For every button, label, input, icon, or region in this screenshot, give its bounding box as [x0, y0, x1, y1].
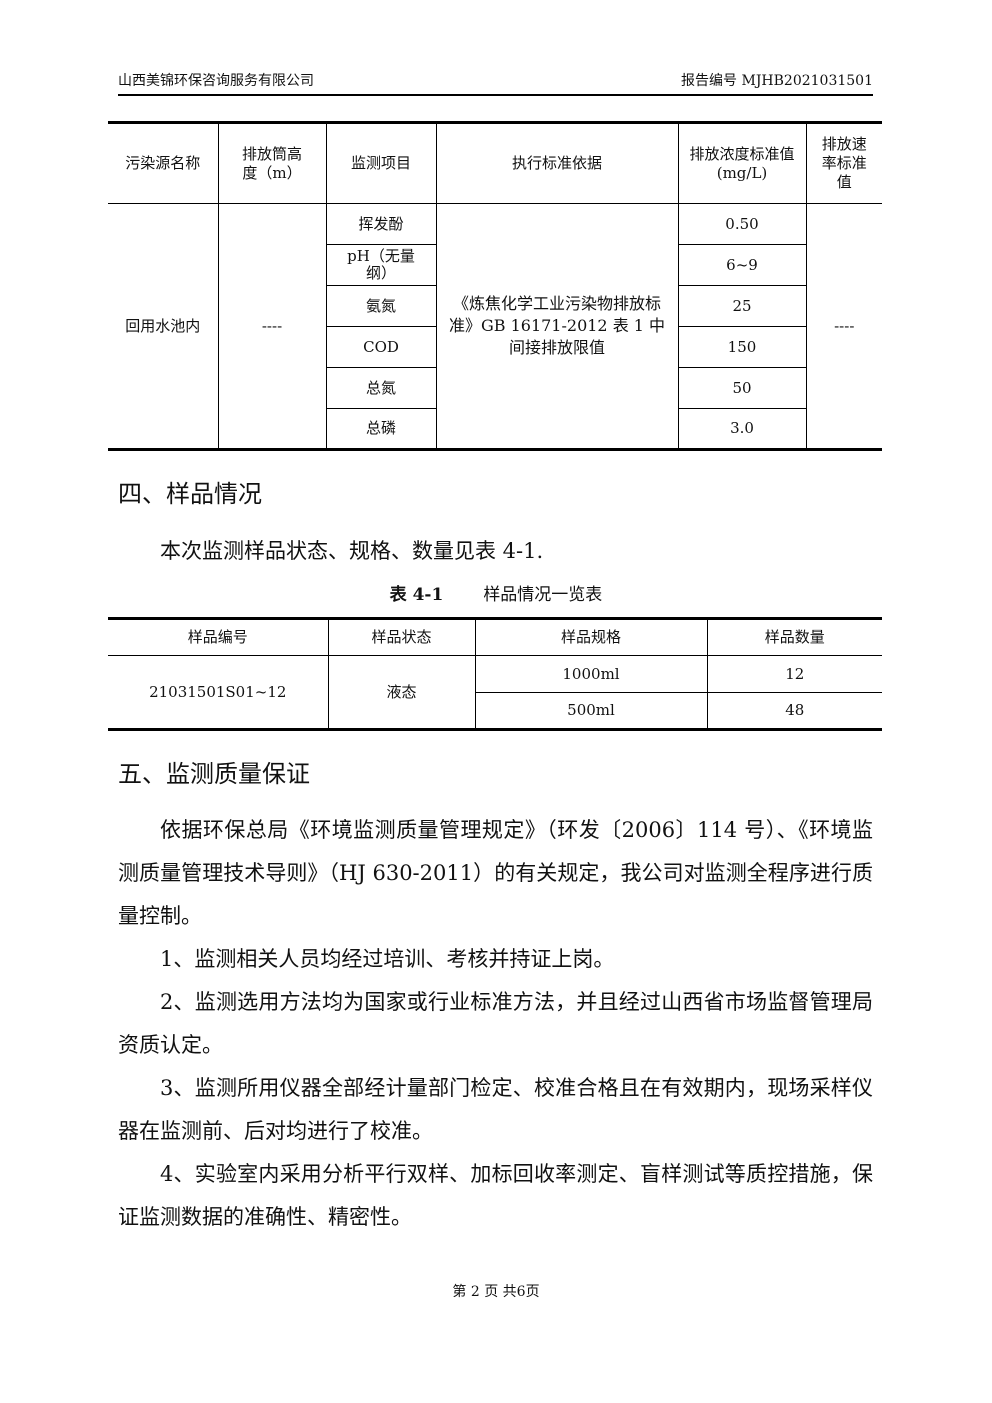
header-cell: 样品状态: [327, 618, 476, 656]
section-5-title: 五、监测质量保证: [118, 760, 310, 788]
item-cell: 总氮: [326, 367, 437, 409]
item-cell: 总磷: [326, 408, 437, 450]
value-cell: 6~9: [677, 244, 806, 286]
value-cell: 50: [677, 367, 806, 409]
value-cell: 25: [677, 285, 806, 327]
section-4-text: 本次监测样品状态、规格、数量见表 4-1.: [160, 539, 544, 563]
item-cell: 挥发酚: [325, 203, 437, 245]
value-cell: 150: [677, 326, 806, 368]
header-cell: 样品规格: [474, 618, 708, 656]
rate-cell: ----: [805, 203, 882, 450]
paragraph: 依据环保总局《环境监测质量管理规定》（环发〔2006〕114 号）、《环境监测质…: [118, 818, 873, 928]
report-number: 报告编号 MJHB2021031501: [681, 73, 873, 89]
table-caption: 表 4-1 样品情况一览表: [389, 585, 603, 605]
table-row: 21031501S01~12 液态 1000ml 12: [108, 655, 882, 730]
header-cell: 排放筒高度（m）: [217, 122, 327, 204]
table-row: 总氮 50: [108, 367, 882, 409]
paragraph: 4、实验室内采用分析平行双样、加标回收率测定、盲样测试等质控措施，保证监测数据的…: [118, 1162, 873, 1229]
table-row: 总磷 3.0: [108, 408, 882, 450]
count-cell: 12: [706, 655, 882, 693]
standard-cell: 《炼焦化学工业污染物排放标准》GB 16171-2012 表 1 中间接排放限值: [435, 203, 679, 450]
header-cell: 样品编号: [108, 618, 329, 656]
count-cell: 48: [706, 692, 882, 730]
header-cell: 执行标准依据: [435, 122, 679, 204]
height-cell: ----: [217, 203, 327, 450]
page-footer: 第 2 页 共6页: [452, 1284, 540, 1300]
value-cell: 3.0: [677, 408, 806, 450]
header-cell: 监测项目: [325, 122, 437, 204]
header-cell: 排放浓度标准值(mg/L): [677, 122, 807, 204]
value-cell: 0.50: [677, 203, 807, 245]
header-cell: 排放速率标准值: [805, 122, 882, 204]
paragraph: 3、监测所用仪器全部经计量部门检定、校准合格且在有效期内，现场采样仪器在监测前、…: [118, 1076, 873, 1143]
header-cell: 样品数量: [706, 618, 882, 656]
header-rule: [118, 94, 873, 96]
paragraph: 2、监测选用方法均为国家或行业标准方法，并且经过山西省市场监督管理局资质认定。: [118, 990, 873, 1057]
item-cell: COD: [326, 326, 437, 368]
company-name: 山西美锦环保咨询服务有限公司: [118, 73, 314, 89]
section-5-body: 依据环保总局《环境监测质量管理规定》（环发〔2006〕114 号）、《环境监测质…: [0, 809, 873, 1239]
table-row: 回用水池内 ---- 挥发酚 《炼焦化学工业污染物排放标准》GB 16171-2…: [108, 203, 882, 450]
item-cell: pH（无量纲）: [326, 244, 437, 286]
section-4-title: 四、样品情况: [118, 480, 262, 508]
table-row: 500ml 48: [108, 692, 882, 730]
table-header-row: 污染源名称 排放筒高度（m） 监测项目 执行标准依据 排放浓度标准值(mg/L)…: [108, 122, 882, 204]
sample-table: 样品编号 样品状态 样品规格 样品数量 21031501S01~12 液态 10…: [108, 617, 882, 731]
table-header-row: 样品编号 样品状态 样品规格 样品数量: [108, 618, 882, 656]
state-cell: 液态: [327, 655, 476, 730]
table-row: pH（无量纲） 6~9: [108, 244, 882, 286]
spec-cell: 1000ml: [474, 655, 708, 693]
paragraph: 1、监测相关人员均经过培训、考核并持证上岗。: [160, 947, 615, 971]
header-cell: 污染源名称: [108, 122, 219, 204]
item-cell: 氨氮: [326, 285, 437, 327]
source-cell: 回用水池内: [108, 203, 219, 450]
spec-cell: 500ml: [475, 692, 708, 730]
sample-id-cell: 21031501S01~12: [108, 655, 329, 730]
emission-standard-table: 污染源名称 排放筒高度（m） 监测项目 执行标准依据 排放浓度标准值(mg/L)…: [108, 121, 882, 451]
